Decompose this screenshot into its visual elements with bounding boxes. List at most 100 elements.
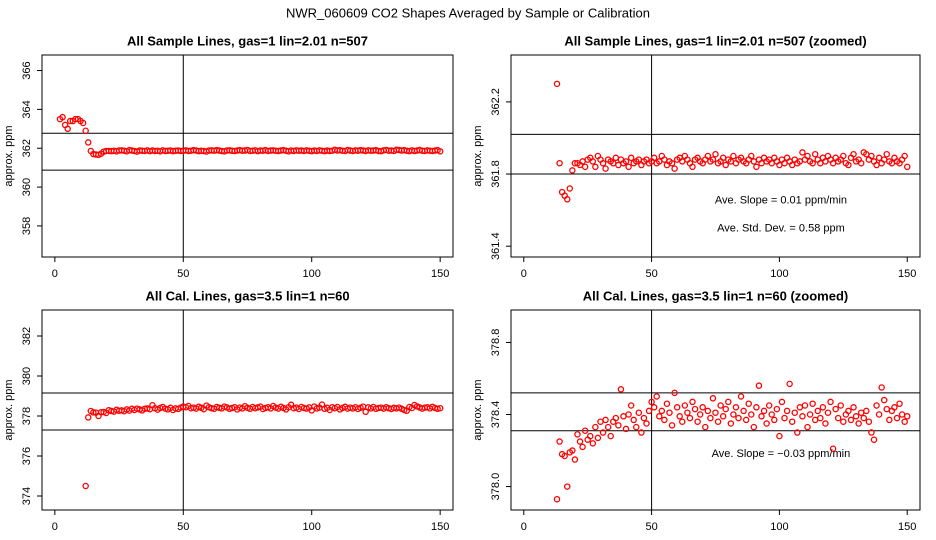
point: [704, 407, 712, 415]
point: [742, 416, 750, 424]
point: [648, 398, 655, 406]
point: [799, 149, 806, 156]
point: [758, 413, 765, 420]
point: [845, 161, 852, 169]
point: [804, 152, 811, 160]
point: [615, 422, 622, 429]
point: [640, 414, 648, 422]
point: [59, 113, 66, 121]
point: [750, 423, 758, 431]
point: [663, 400, 671, 407]
point: [702, 423, 709, 431]
y-tick-label: 380: [21, 367, 33, 385]
y-tick-label: 360: [21, 178, 33, 196]
point: [860, 414, 868, 422]
point: [694, 418, 701, 425]
x-tick-label: 50: [177, 521, 189, 533]
point: [765, 402, 773, 409]
point: [436, 404, 444, 412]
point: [719, 413, 727, 420]
y-tick-label: 364: [21, 100, 33, 118]
point: [817, 414, 824, 422]
point: [666, 409, 673, 416]
point: [625, 411, 632, 418]
point: [829, 445, 837, 452]
point: [82, 127, 89, 134]
point: [681, 402, 689, 409]
point: [576, 438, 584, 445]
point: [725, 398, 732, 406]
point: [768, 411, 775, 418]
point: [579, 443, 586, 451]
point: [840, 152, 847, 160]
point: [658, 407, 666, 415]
point: [730, 152, 737, 160]
point: [653, 393, 660, 400]
point: [850, 150, 857, 158]
point: [794, 429, 801, 436]
point: [625, 163, 632, 171]
point: [837, 402, 845, 409]
y-tick-label: 362: [21, 139, 33, 157]
point: [696, 411, 704, 418]
y-tick-label: 374: [21, 487, 33, 505]
point: [602, 165, 609, 172]
point: [801, 402, 809, 409]
point: [788, 418, 796, 425]
x-tick-label: 50: [177, 268, 189, 280]
point: [556, 438, 563, 445]
panel: All Sample Lines, gas=1 lin=2.01 n=507 (…: [472, 33, 921, 280]
point: [806, 411, 814, 418]
x-tick-label: 100: [770, 268, 788, 280]
x-tick-label: 0: [521, 268, 527, 280]
point: [776, 432, 783, 440]
point: [553, 495, 561, 503]
point: [586, 432, 594, 440]
point: [783, 407, 791, 415]
point: [84, 414, 92, 421]
points: [553, 380, 911, 503]
x-tick-label: 100: [303, 521, 321, 533]
annotation: Ave. Std. Dev. = 0.58 ppm: [717, 223, 845, 235]
point: [589, 440, 597, 447]
point: [760, 407, 768, 415]
point: [673, 404, 681, 411]
point: [875, 411, 883, 418]
point: [592, 423, 599, 431]
plot-frame: [510, 54, 921, 258]
point: [679, 418, 686, 425]
x-tick-label: 100: [770, 521, 788, 533]
point: [847, 416, 855, 424]
point: [569, 167, 576, 174]
point: [645, 407, 653, 415]
point: [827, 398, 834, 406]
point: [574, 431, 581, 438]
point: [684, 409, 691, 416]
panel: All Cal. Lines, gas=3.5 lin=1 n=60 approx…: [3, 288, 454, 533]
point: [635, 409, 643, 416]
y-axis-label: approx. ppm: [472, 125, 484, 186]
point: [633, 423, 640, 431]
point: [563, 483, 571, 490]
point: [845, 407, 852, 415]
point: [656, 413, 663, 420]
point: [571, 456, 579, 463]
points: [553, 80, 911, 203]
point: [870, 436, 878, 443]
point: [717, 402, 724, 409]
point: [592, 163, 599, 171]
point: [704, 152, 712, 160]
point: [883, 150, 891, 158]
x-tick-label: 150: [898, 268, 916, 280]
point: [714, 418, 722, 425]
figure-title: NWR_060609 CO2 Shapes Averaged by Sample…: [286, 5, 650, 20]
point: [566, 185, 574, 192]
point: [809, 159, 816, 167]
point: [873, 402, 880, 409]
point: [740, 407, 747, 415]
x-tick-label: 0: [52, 268, 58, 280]
point: [880, 396, 888, 404]
point: [804, 423, 811, 431]
plot-frame: [41, 54, 454, 258]
